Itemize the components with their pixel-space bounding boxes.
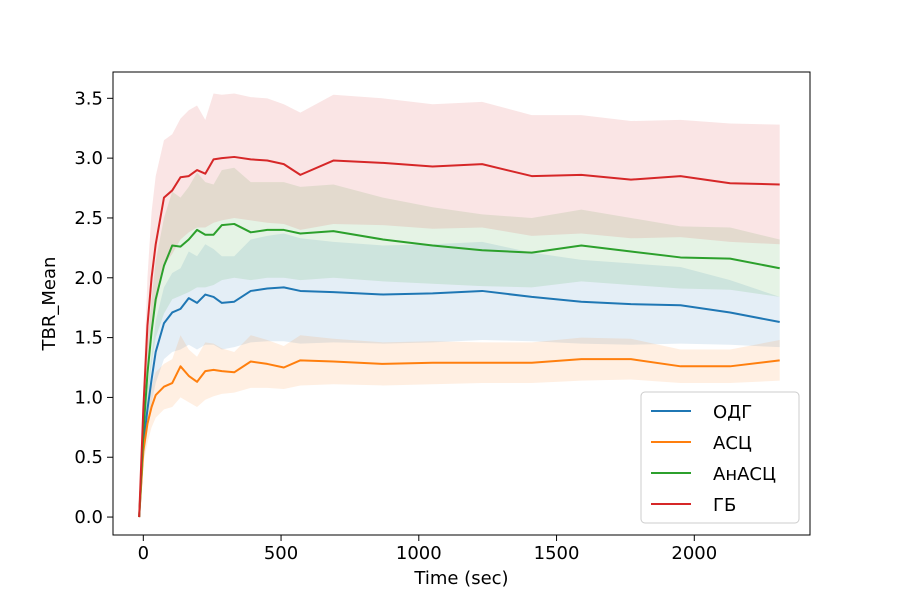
- y-tick-label: 3.0: [74, 148, 103, 169]
- line-series-0: [138, 286, 780, 518]
- line-series-3: [138, 155, 780, 518]
- y-tick-label: 2.0: [74, 268, 103, 289]
- band-series-1: [139, 335, 780, 518]
- plot-area-frame: [112, 71, 811, 536]
- x-axis-ticks: 0 500 1000 1500 2000: [138, 535, 717, 564]
- x-tick-label: 0: [138, 543, 149, 564]
- y-axis-ticks: 0.0 0.5 1.0 1.5 2.0 2.5 3.0 3.5: [74, 88, 113, 528]
- y-tick-label: 0.5: [74, 447, 103, 468]
- y-tick-label: 2.5: [74, 208, 103, 229]
- x-tick-label: 1500: [534, 543, 580, 564]
- y-tick-label: 3.5: [74, 88, 103, 109]
- legend-label: ОДГ: [713, 402, 752, 423]
- legend-box: [640, 391, 800, 524]
- legend: ОДГ АСЦ АнАСЦ ГБ: [640, 391, 800, 524]
- line-series-1: [138, 358, 780, 518]
- x-axis-label: Time (sec): [413, 568, 508, 589]
- y-tick-label: 0.0: [74, 507, 103, 528]
- y-tick-label: 1.5: [74, 328, 103, 349]
- legend-label: АСЦ: [713, 433, 752, 454]
- legend-label: ГБ: [713, 495, 736, 516]
- legend-label: АнАСЦ: [713, 464, 776, 485]
- series-lines: [138, 155, 780, 518]
- x-tick-label: 500: [264, 543, 298, 564]
- y-tick-label: 1.0: [74, 387, 103, 408]
- y-axis-label: TBR_Mean: [39, 257, 60, 352]
- band-series-3: [139, 93, 780, 518]
- line-series-2: [138, 222, 780, 518]
- x-tick-label: 1000: [396, 543, 442, 564]
- x-tick-label: 2000: [671, 543, 717, 564]
- band-series-2: [139, 167, 780, 518]
